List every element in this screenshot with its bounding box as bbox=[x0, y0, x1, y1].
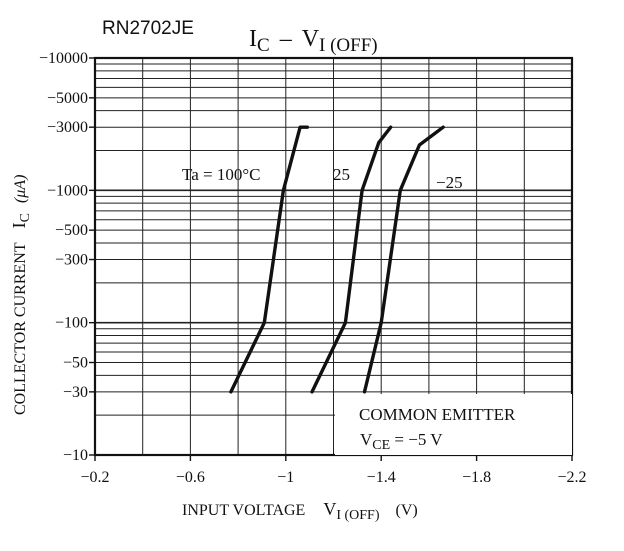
x-tick-label: −0.2 bbox=[80, 469, 109, 486]
title-second: V bbox=[302, 26, 320, 52]
y-axis-label-symbol: I bbox=[9, 222, 29, 228]
x-tick-label: −2.2 bbox=[557, 469, 586, 486]
annotation-box bbox=[335, 394, 572, 455]
annotation-line1: COMMON EMITTER bbox=[359, 405, 516, 424]
y-tick-labels: −10 −30 −50 −100 −300 −500 −1000 −3000 −5000 −100… bbox=[39, 50, 95, 464]
y-tick-label: −500 bbox=[55, 222, 88, 239]
x-tick-label: −0.6 bbox=[176, 469, 205, 486]
y-tick-label: −30 bbox=[63, 384, 88, 401]
annotation-vce-symbol: V bbox=[360, 430, 373, 449]
y-axis-label-unit: (μA) bbox=[12, 175, 29, 203]
title-main-sub: C bbox=[257, 35, 270, 56]
y-axis-label: COLLECTOR CURRENT IC (μA) bbox=[9, 175, 33, 415]
plot-frame bbox=[93, 56, 574, 457]
x-axis-label: INPUT VOLTAGE VI (OFF) (V) bbox=[182, 499, 418, 523]
annotation-line2: VCE = −5 V bbox=[360, 430, 443, 453]
x-tick-label: −1.4 bbox=[367, 469, 396, 486]
x-axis-label-main: INPUT VOLTAGE bbox=[182, 502, 305, 519]
y-tick-label: −10000 bbox=[39, 50, 88, 67]
part-number: RN2702JE bbox=[102, 18, 194, 39]
x-axis-label-symbol: V bbox=[323, 499, 336, 519]
y-tick-label: −3000 bbox=[47, 119, 88, 136]
series-label-100c: Ta = 100°C bbox=[182, 165, 260, 184]
title-second-sub: I (OFF) bbox=[319, 35, 378, 56]
title-main: I bbox=[249, 26, 257, 52]
series-curves bbox=[229, 125, 445, 394]
title-dash: – bbox=[279, 26, 293, 52]
x-axis-label-sub: I (OFF) bbox=[336, 508, 380, 523]
series-curve-minus25c bbox=[362, 125, 445, 394]
annotation-vce-sub: CE bbox=[372, 438, 390, 453]
series-label-minus25c: −25 bbox=[436, 173, 463, 192]
chart-title: IC – VI (OFF) bbox=[249, 26, 378, 56]
x-axis-label-unit: (V) bbox=[396, 502, 418, 519]
y-axis-label-main: COLLECTOR CURRENT bbox=[12, 242, 29, 415]
y-tick-label: −50 bbox=[63, 355, 88, 372]
y-tick-label: −1000 bbox=[47, 182, 88, 199]
y-tick-label: −5000 bbox=[47, 90, 88, 107]
annotation-vce-value: = −5 V bbox=[390, 430, 443, 449]
y-tick-label: −300 bbox=[55, 252, 88, 269]
series-label-25c: 25 bbox=[333, 165, 350, 184]
grid-lines bbox=[95, 58, 572, 455]
x-tick-labels: −0.2 −0.6 −1 −1.4 −1.8 −2.2 bbox=[80, 455, 587, 486]
y-tick-label: −10 bbox=[63, 447, 88, 464]
x-tick-label: −1 bbox=[277, 469, 294, 486]
series-curve-100c bbox=[229, 125, 309, 394]
y-axis-label-sub: C bbox=[18, 213, 33, 222]
y-tick-label: −100 bbox=[55, 315, 88, 332]
series-curve-25c bbox=[310, 125, 393, 394]
x-tick-label: −1.8 bbox=[462, 469, 491, 486]
